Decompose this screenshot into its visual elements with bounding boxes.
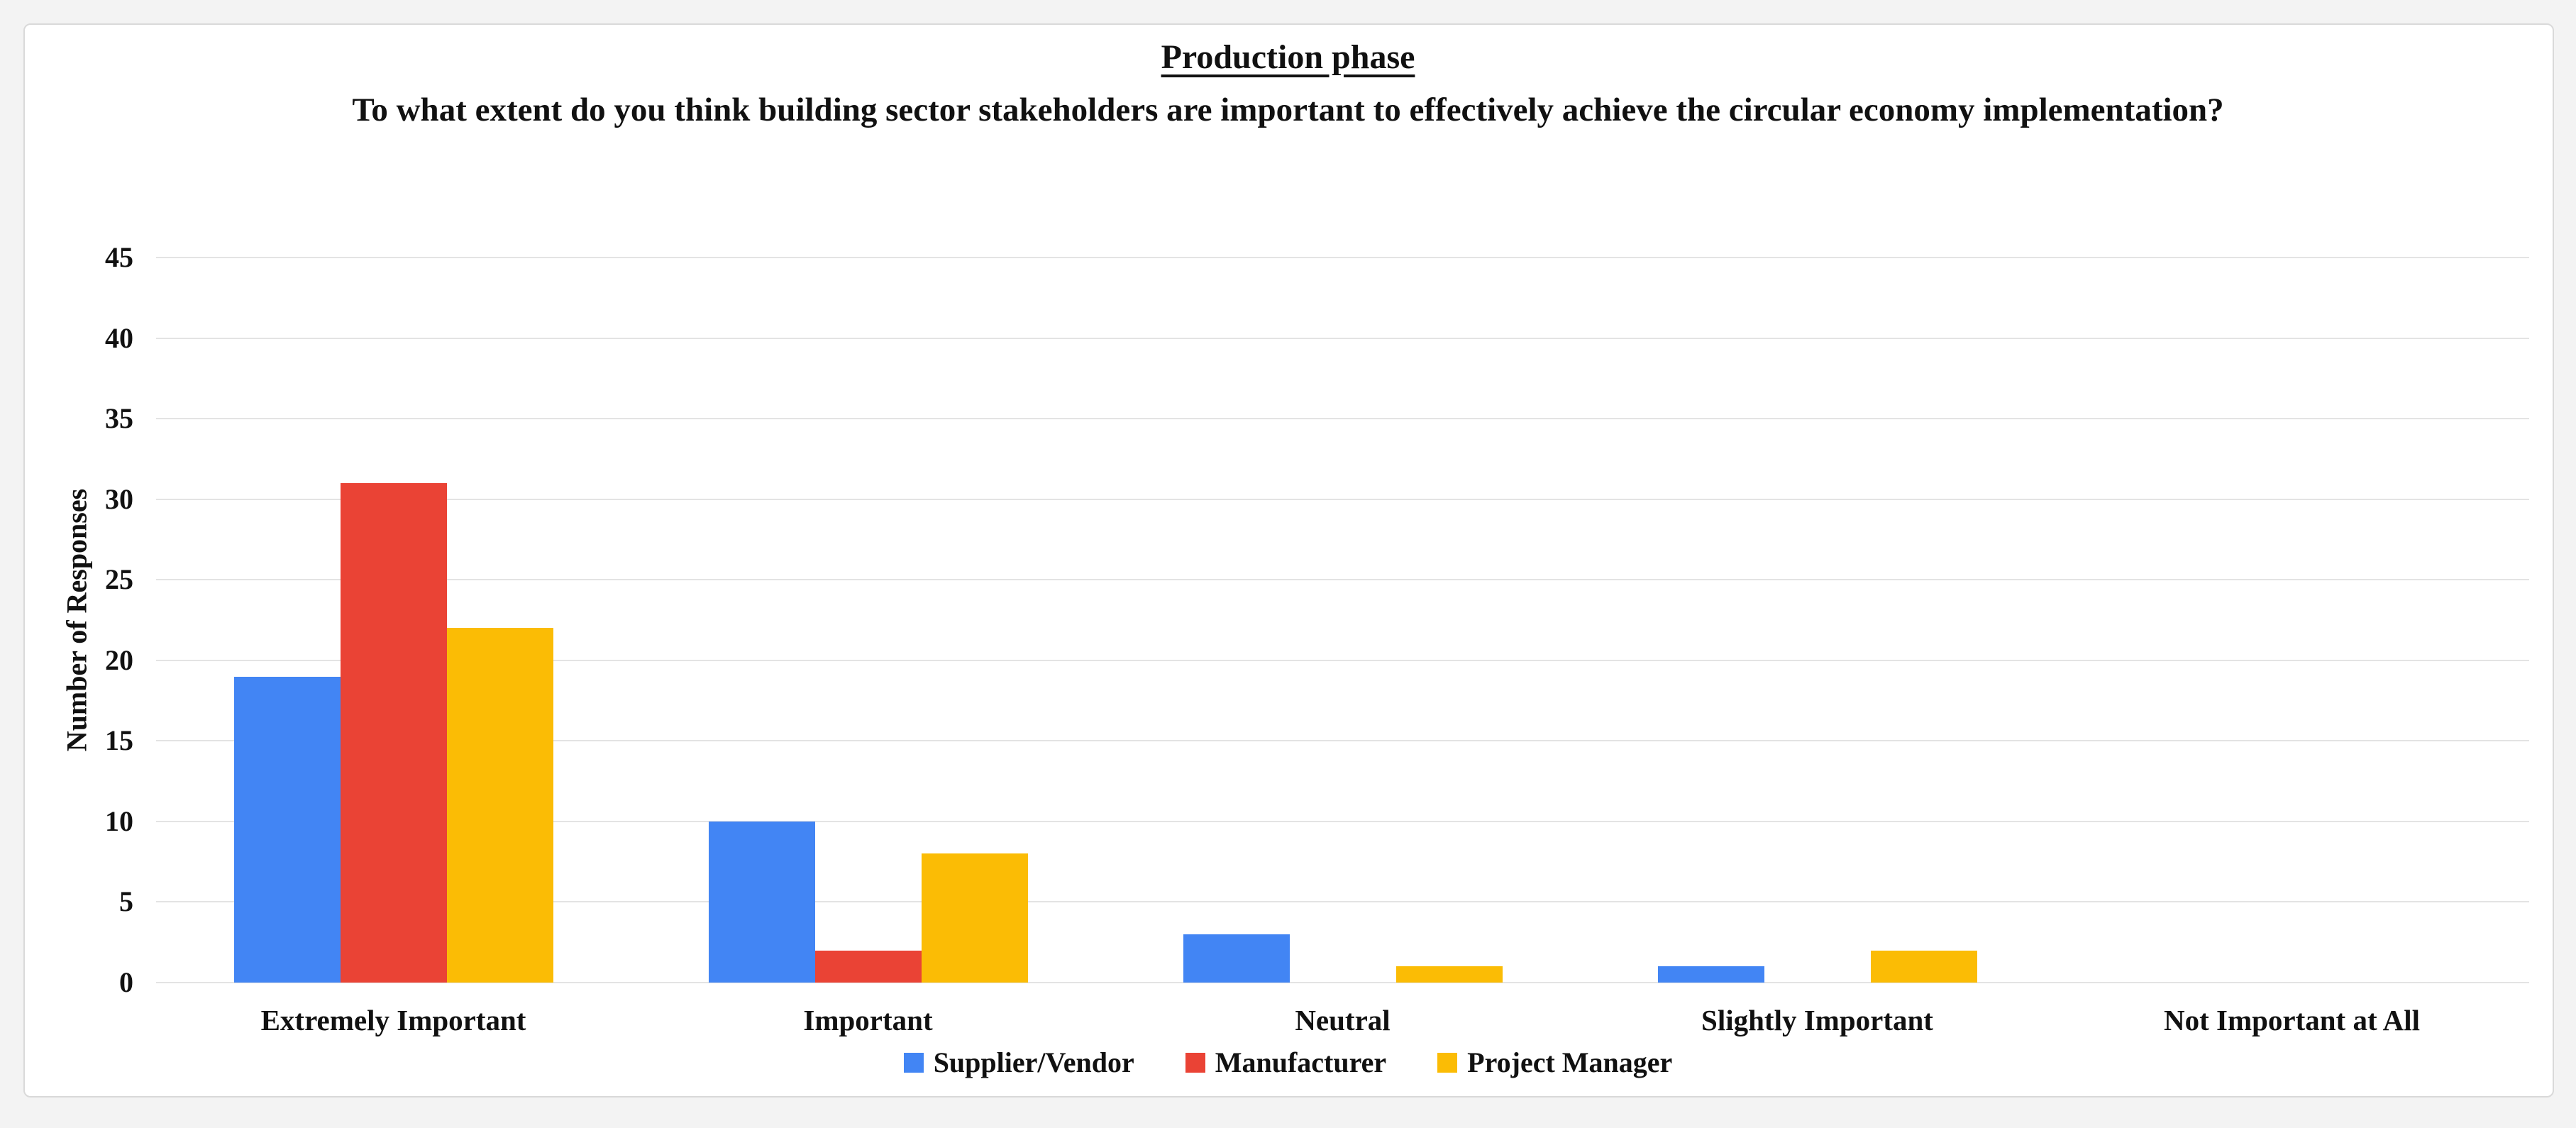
legend-item-manufacturer: Manufacturer <box>1185 1049 1386 1077</box>
chart-header: Production phase To what extent do you t… <box>0 37 2576 133</box>
bar-project-manager-neutral <box>1395 966 1503 983</box>
bar-group-extremely-important <box>156 258 631 983</box>
gridline-15 <box>156 740 2529 742</box>
y-tick-label-25: 25 <box>105 563 133 596</box>
bar-group-important <box>631 258 1105 983</box>
bar-project-manager-important <box>921 853 1028 983</box>
y-tick-label-0: 0 <box>119 966 133 998</box>
bar-manufacturer-important <box>814 950 922 983</box>
bar-manufacturer-extremely-important <box>340 482 447 983</box>
x-label-important: Important <box>803 1004 933 1036</box>
legend-swatch-icon-project-manager <box>1437 1053 1458 1073</box>
gridline-40 <box>156 337 2529 339</box>
chart-subtitle: To what extent do you think building sec… <box>352 91 2224 128</box>
plot-area <box>156 257 2529 983</box>
x-label-not-important-at-all: Not Important at All <box>2163 1004 2420 1036</box>
y-tick-label-40: 40 <box>105 321 133 354</box>
x-label-neutral: Neutral <box>1295 1004 1391 1036</box>
y-axis-tick-labels: 0 5 10 15 20 25 30 35 40 45 <box>0 243 133 997</box>
y-tick-label-10: 10 <box>105 804 133 837</box>
gridline-30 <box>156 498 2529 500</box>
legend-item-supplier-vendor: Supplier/Vendor <box>903 1046 1134 1078</box>
legend-swatch-icon-supplier-vendor <box>903 1053 924 1073</box>
bar-project-manager-extremely-important <box>446 628 553 983</box>
gridline-10 <box>156 820 2529 822</box>
bars-layer <box>156 258 2529 983</box>
gridline-35 <box>156 418 2529 420</box>
x-label-slightly-important: Slightly Important <box>1701 1004 1933 1036</box>
y-tick-label-30: 30 <box>105 482 133 515</box>
gridline-45 <box>156 257 2529 258</box>
bar-group-not-important-at-all <box>2055 258 2529 983</box>
chart-legend: Supplier/Vendor Manufacturer Project Manag… <box>0 1049 2576 1077</box>
gridline-5 <box>156 901 2529 903</box>
chart-title: Production phase <box>1161 38 1415 76</box>
legend-label-project-manager: Project Manager <box>1467 1046 1673 1078</box>
y-tick-label-20: 20 <box>105 643 133 676</box>
legend-label-supplier-vendor: Supplier/Vendor <box>933 1046 1134 1078</box>
y-tick-label-35: 35 <box>105 402 133 435</box>
bar-project-manager-slightly-important <box>1870 950 1977 983</box>
bar-group-slightly-important <box>1580 258 2055 983</box>
x-label-extremely-important: Extremely Important <box>260 1004 526 1036</box>
y-tick-label-15: 15 <box>105 724 133 757</box>
x-axis-category-labels: Extremely Important Important Neutral Sligh… <box>156 1004 2529 1036</box>
gridline-20 <box>156 659 2529 661</box>
bar-supplier-vendor-important <box>708 821 815 983</box>
y-tick-label-5: 5 <box>119 885 133 918</box>
legend-item-project-manager: Project Manager <box>1437 1049 1672 1077</box>
bar-group-neutral <box>1105 258 1580 983</box>
gridline-25 <box>156 579 2529 581</box>
legend-label-manufacturer: Manufacturer <box>1215 1046 1387 1078</box>
gridline-0 <box>156 982 2529 983</box>
bar-supplier-vendor-extremely-important <box>233 676 341 983</box>
bar-supplier-vendor-neutral <box>1183 934 1290 983</box>
bar-supplier-vendor-slightly-important <box>1657 966 1764 983</box>
legend-swatch-icon-manufacturer <box>1185 1053 1205 1073</box>
y-tick-label-45: 45 <box>105 241 133 273</box>
